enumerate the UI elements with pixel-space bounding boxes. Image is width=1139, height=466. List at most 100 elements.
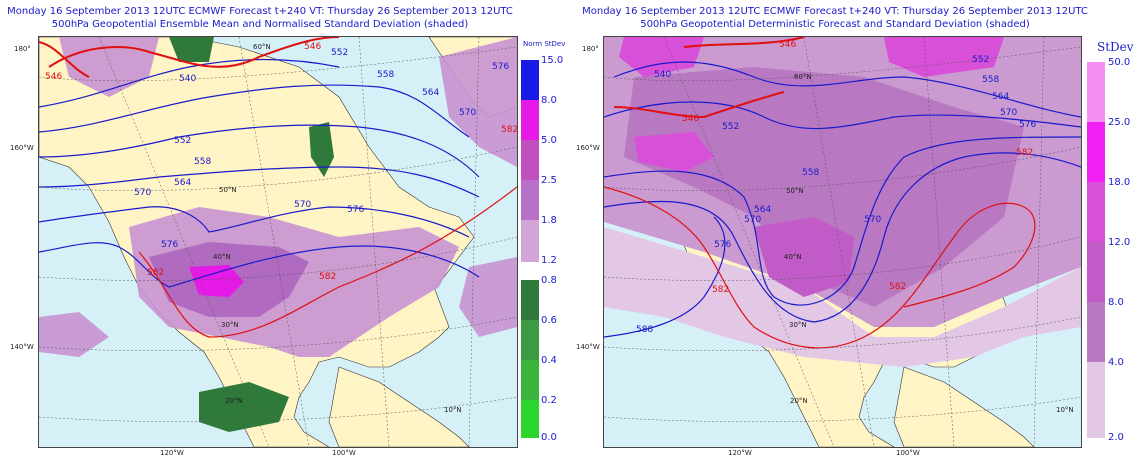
right-contour-label-552: 552 [722, 122, 739, 132]
right-lat-label-30: 30°N [789, 321, 807, 329]
stdev-shade-top-right [619, 37, 704, 77]
contour-label-564: 564 [422, 88, 439, 98]
contour-label-558: 558 [377, 70, 394, 80]
left-legend-tick-2-5: 2.5 [541, 175, 557, 186]
contour-label-552: 552 [331, 48, 348, 58]
red-contour-582 [138, 186, 517, 338]
left-legend-green-2 [521, 320, 539, 360]
right-map: 546 540 546 552 558 564 570 576 582 552 … [603, 36, 1082, 448]
right-contour-label-546b: 546 [779, 40, 796, 50]
right-title-line2: 500hPa Geopotential Deterministic Foreca… [640, 19, 1030, 30]
right-lat-label-40: 40°N [784, 253, 802, 261]
lat-label-30: 30°N [221, 321, 239, 329]
stdev-shade-top-right2 [884, 37, 1004, 77]
lat-label-60: 60°N [253, 43, 271, 51]
right-legend-swatch-4 [1087, 242, 1105, 302]
contour-label-582c: 582 [319, 272, 336, 282]
left-legend-swatch-1 [521, 60, 539, 100]
land-central-america-right [893, 366, 1035, 447]
contour-label-576c: 576 [347, 205, 364, 215]
contour-label-570: 570 [459, 108, 476, 118]
left-legend-swatch-5 [521, 220, 539, 262]
right-geopotential-contours [604, 61, 1081, 338]
right-lon-120w: 120°W [728, 449, 752, 457]
right-graticule [604, 37, 1081, 447]
right-title-line1: Monday 16 September 2013 12UTC ECMWF For… [582, 6, 1088, 17]
contour-label-582: 582 [501, 125, 517, 135]
right-panel-title: Monday 16 September 2013 12UTC ECMWF For… [570, 5, 1100, 31]
left-legend-tick-0-0: 0.0 [541, 432, 557, 443]
right-contour-label-558b: 558 [982, 75, 999, 85]
right-legend-tick-50: 50.0 [1108, 57, 1131, 68]
right-legend-tick-12: 12.0 [1108, 237, 1131, 248]
right-lat-label-10: 10°N [1056, 406, 1074, 414]
stdev-shade-strong-right [754, 217, 854, 297]
right-contour-label-564b: 564 [992, 92, 1009, 102]
right-legend-tick-8: 8.0 [1108, 297, 1124, 308]
right-legend-swatch-5 [1087, 302, 1105, 362]
left-legend-tick-0-8: 0.8 [541, 275, 557, 286]
left-legend-tick-1-8: 1.8 [541, 215, 557, 226]
stdev-shade-east [459, 257, 517, 337]
right-contour-label-570: 570 [744, 215, 761, 225]
right-legend-title: StDev [1097, 40, 1134, 54]
stdev-shade-high [189, 265, 244, 297]
contour-label-570c: 570 [294, 200, 311, 210]
left-legend-tick-15: 15.0 [541, 55, 564, 66]
left-legend-title: Norm StDev [523, 40, 566, 48]
right-contour-label-558: 558 [802, 168, 819, 178]
contour-label-564b: 564 [174, 178, 191, 188]
right-lat-label-60: 60°N [794, 73, 812, 81]
right-contour-label-552b: 552 [972, 55, 989, 65]
lat-label-50: 50°N [219, 186, 237, 194]
left-title-line2: 500hPa Geopotential Ensemble Mean and No… [51, 19, 469, 30]
lat-label-40: 40°N [213, 253, 231, 261]
right-contour-label-570c: 570 [864, 215, 881, 225]
right-contour-label-576b: 576 [1019, 120, 1036, 130]
graticule [39, 37, 517, 447]
red-contours [39, 37, 340, 78]
right-lon-140w: 140°W [576, 343, 600, 351]
low-stdev-green-2 [199, 382, 289, 432]
right-legend: StDev 50.0 25.0 18.0 12.0 8.0 4.0 2.0 [1087, 40, 1137, 443]
left-lon-140w: 140°W [10, 343, 34, 351]
right-red-contours [613, 37, 805, 119]
left-panel-title: Monday 16 September 2013 12UTC ECMWF For… [0, 5, 520, 31]
left-map: 546 540 546 552 558 564 570 576 582 552 … [38, 36, 518, 448]
left-legend-green-3 [521, 360, 539, 400]
left-legend-tick-8: 8.0 [541, 95, 557, 106]
right-legend-tick-2: 2.0 [1108, 432, 1124, 443]
right-lat-label-20: 20°N [790, 397, 808, 405]
right-legend-swatch-6 [1087, 362, 1105, 438]
stdev-shade-northeast [439, 37, 517, 167]
left-legend-tick-0-2: 0.2 [541, 395, 557, 406]
lat-label-10: 10°N [444, 406, 462, 414]
right-map-canvas: 546 540 546 552 558 564 570 576 582 552 … [604, 37, 1081, 447]
left-title-line1: Monday 16 September 2013 12UTC ECMWF For… [7, 6, 513, 17]
low-stdev-green-3 [169, 37, 214, 62]
right-lat-label-50: 50°N [786, 187, 804, 195]
contour-label-582b: 582 [147, 268, 164, 278]
contour-label-558b: 558 [194, 157, 211, 167]
contour-label-546: 546 [45, 72, 62, 82]
left-legend-swatch-4 [521, 180, 539, 220]
right-contour-label-570b: 570 [1000, 108, 1017, 118]
left-lon-120w: 120°W [160, 449, 184, 457]
left-legend-tick-0-6: 0.6 [541, 315, 557, 326]
right-legend-swatch-1 [1087, 62, 1105, 122]
contour-label-546b: 546 [304, 42, 321, 52]
right-contour-label-564: 564 [754, 205, 771, 215]
geopotential-contours [39, 58, 480, 288]
right-contour-label-582b: 582 [1016, 148, 1033, 158]
right-contour-label-540: 540 [654, 70, 671, 80]
left-lon-160w: 160°W [10, 144, 34, 152]
right-legend-tick-25: 25.0 [1108, 117, 1131, 128]
left-lon-180: 180° [14, 45, 31, 53]
contour-label-540: 540 [179, 74, 196, 84]
right-contour-label-582: 582 [712, 285, 729, 295]
left-legend-tick-0-4: 0.4 [541, 355, 557, 366]
contour-label-576: 576 [492, 62, 509, 72]
left-legend-tick-5: 5.0 [541, 135, 557, 146]
right-legend-swatch-3 [1087, 182, 1105, 242]
right-contour-label-576: 576 [714, 240, 731, 250]
